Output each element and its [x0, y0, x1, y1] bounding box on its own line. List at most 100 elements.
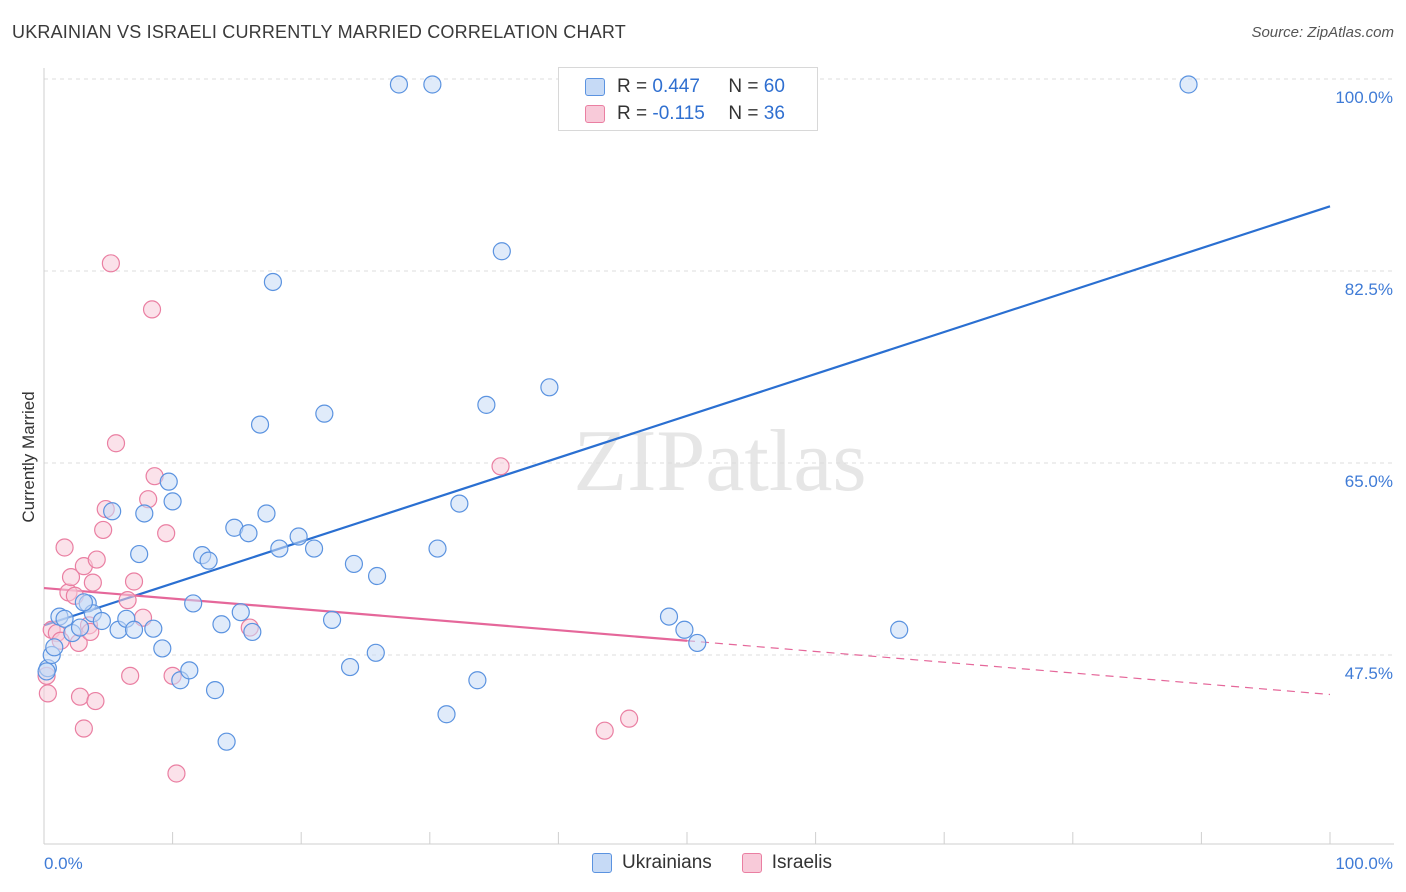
ukrainians-point[interactable] [340, 657, 360, 677]
ukrainians-point[interactable] [70, 618, 90, 637]
chart-title: UKRAINIAN VS ISRAELI CURRENTLY MARRIED C… [12, 22, 626, 42]
ukrainians-point[interactable] [130, 544, 149, 564]
ukrainians-point[interactable] [540, 378, 559, 397]
y-tick-label: 82.5% [1345, 280, 1393, 299]
ukrainians-trend-line [43, 205, 1331, 627]
ukrainians-point[interactable] [184, 594, 203, 613]
ukrainians-swatch [585, 78, 605, 96]
israelis-point[interactable] [87, 550, 106, 569]
israelis-point[interactable] [94, 520, 113, 540]
israelis-point[interactable] [620, 709, 639, 728]
israelis-point[interactable] [118, 591, 137, 610]
ukrainians-point[interactable] [492, 242, 511, 261]
israelis-point[interactable] [55, 538, 74, 557]
ukrainians-point[interactable] [1179, 75, 1198, 94]
ukrainians-point[interactable] [180, 661, 199, 680]
legend-n-label: N = [728, 103, 759, 124]
israelis-point[interactable] [142, 300, 162, 319]
israelis-point[interactable] [121, 666, 140, 685]
ukrainians-point[interactable] [212, 615, 231, 634]
israelis-point[interactable] [61, 568, 81, 587]
legend-n-label: N = [728, 76, 759, 97]
israelis-legend-swatch [741, 853, 762, 873]
legend-r-label: R = [617, 103, 648, 124]
ukrainians-point[interactable] [890, 620, 909, 639]
israelis-point[interactable] [38, 684, 57, 703]
ukrainians-point[interactable] [315, 404, 334, 423]
ukrainians-point[interactable] [468, 671, 487, 690]
israelis-point[interactable] [106, 434, 126, 453]
ukrainians-legend-swatch [592, 853, 612, 873]
ukrainians-point[interactable] [239, 524, 258, 543]
ukrainians-point[interactable] [159, 472, 178, 491]
ukrainians-point[interactable] [124, 620, 144, 639]
ukrainians-point[interactable] [37, 662, 56, 681]
legend-r-label: R = [617, 76, 648, 97]
israelis-trend-line [43, 586, 688, 642]
ukrainians-point[interactable] [163, 492, 182, 511]
ukrainians-point[interactable] [367, 566, 387, 586]
israelis-point[interactable] [491, 457, 510, 476]
legend-label: Israelis [771, 852, 832, 873]
legend-item-ukrainians[interactable]: Ukrainians [592, 852, 712, 874]
ukrainians-point[interactable] [659, 607, 679, 626]
israelis-swatch [585, 105, 605, 123]
israelis-point[interactable] [70, 687, 90, 706]
y-axis-label: Currently Married [19, 391, 38, 522]
legend-row-israelis: R = -0.115 N = 36 [585, 102, 785, 126]
israelis-point[interactable] [167, 764, 186, 783]
ukrainians-point[interactable] [366, 643, 385, 662]
ukrainians-point[interactable] [263, 272, 283, 292]
series-legend: Ukrainians Israelis [592, 852, 862, 874]
israelis-point[interactable] [595, 721, 614, 740]
ukrainians-point[interactable] [304, 539, 324, 558]
ukrainians-point[interactable] [135, 504, 154, 523]
ukrainians-point[interactable] [74, 593, 93, 612]
ukrainians-point[interactable] [243, 622, 262, 642]
ukrainians-point[interactable] [257, 504, 276, 523]
ukrainians-point[interactable] [428, 539, 447, 558]
ukrainians-point[interactable] [199, 551, 218, 570]
ukrainians-point[interactable] [55, 609, 74, 628]
data-points [37, 75, 1198, 783]
legend-item-israelis[interactable]: Israelis [741, 852, 832, 874]
legend-n-value: 36 [763, 103, 785, 124]
israelis-point[interactable] [83, 573, 102, 592]
watermark: ZIPatlas [573, 413, 866, 510]
ukrainians-point[interactable] [322, 610, 342, 629]
ukrainians-point[interactable] [389, 75, 409, 94]
stats-legend: R = 0.447 N = 60 R = -0.115 N = 36 [558, 67, 818, 131]
ukrainians-point[interactable] [423, 75, 442, 94]
israelis-point[interactable] [86, 691, 105, 711]
ukrainians-point[interactable] [477, 395, 496, 414]
ukrainians-point[interactable] [675, 620, 694, 639]
ukrainians-point[interactable] [144, 619, 163, 638]
ukrainians-point[interactable] [344, 554, 364, 574]
ukrainians-point[interactable] [45, 638, 64, 657]
ukrainians-point[interactable] [289, 527, 308, 546]
ukrainians-point[interactable] [437, 705, 456, 724]
ukrainians-point[interactable] [205, 681, 225, 700]
y-tick-label: 100.0% [1335, 88, 1393, 107]
ukrainians-point[interactable] [270, 539, 289, 558]
source-label: Source: ZipAtlas.com [1251, 24, 1394, 41]
ukrainians-point[interactable] [231, 603, 250, 622]
x-tick-label: 0.0% [44, 854, 83, 873]
ukrainians-point[interactable] [217, 732, 236, 751]
israelis-trend-extension [686, 640, 1331, 696]
ukrainians-point[interactable] [103, 502, 122, 521]
legend-row-ukrainians: R = 0.447 N = 60 [585, 75, 785, 99]
israelis-point[interactable] [157, 524, 176, 543]
legend-r-value: 0.447 [652, 76, 700, 97]
ukrainians-point[interactable] [92, 611, 111, 631]
y-tick-label: 65.0% [1345, 472, 1393, 491]
ukrainians-point[interactable] [250, 415, 270, 434]
ukrainians-point[interactable] [450, 494, 469, 513]
y-tick-label: 47.5% [1345, 664, 1393, 683]
israelis-point[interactable] [74, 719, 93, 738]
ukrainians-point[interactable] [688, 633, 707, 653]
israelis-point[interactable] [101, 254, 120, 273]
ukrainians-point[interactable] [153, 639, 172, 658]
israelis-point[interactable] [124, 572, 144, 591]
